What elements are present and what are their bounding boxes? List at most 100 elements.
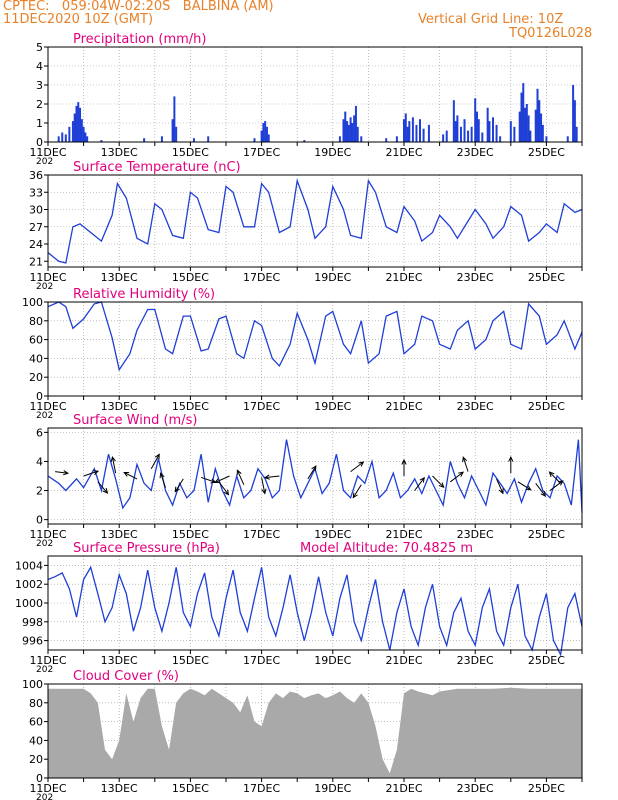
x-tick-label: 17DEC <box>243 528 280 541</box>
series-line <box>47 439 583 513</box>
precip-bar <box>427 124 430 142</box>
x-tick-label: 21DEC <box>385 528 422 541</box>
panel-frame <box>47 46 583 143</box>
y-tick-label: 60 <box>29 334 43 347</box>
panel-frame <box>47 174 583 268</box>
x-tick-label: 25DEC <box>528 654 565 667</box>
x-tick-label: 15DEC <box>172 654 209 667</box>
precip-bar <box>342 119 345 142</box>
y-tick-label: 60 <box>29 716 43 729</box>
precip-bar <box>71 121 74 142</box>
precip-bar <box>534 109 537 142</box>
precip-bar <box>160 136 163 142</box>
wind-arrow <box>449 471 464 483</box>
precip-bar <box>260 130 263 142</box>
wind-arrow-head <box>498 488 504 495</box>
wind-arrow-head <box>352 492 358 499</box>
y-tick-label: 5 <box>36 41 43 54</box>
x-tick-label: 23DEC <box>457 400 494 413</box>
wind-arrow-head <box>263 474 270 480</box>
x-tick-label: 15DEC <box>172 528 209 541</box>
panel-frame <box>47 301 583 397</box>
precip-bar <box>456 115 459 142</box>
x-tick-label: 25DEC <box>528 782 565 795</box>
y-tick-label: 1000 <box>15 597 43 610</box>
precip-bar <box>522 83 525 142</box>
wind-arrow <box>535 482 546 497</box>
precip-bar <box>406 126 409 142</box>
precip-bar <box>267 134 270 142</box>
y-tick-label: 40 <box>29 734 43 747</box>
x-tick-label: 11DEC <box>29 146 66 159</box>
precip-bar <box>509 121 512 142</box>
precip-bar <box>207 136 210 142</box>
wind-arrow <box>160 473 166 488</box>
precip-bar <box>173 96 176 142</box>
x-tick-label: 19DEC <box>314 654 351 667</box>
precip-bar <box>527 115 530 142</box>
wind-arrow-head <box>92 470 100 476</box>
y-tick-label: 996 <box>22 635 43 648</box>
precip-bar <box>303 140 306 142</box>
precip-bar <box>536 88 539 142</box>
wind-arrow <box>236 470 245 485</box>
precip-bar <box>442 134 445 142</box>
precip-bar <box>499 136 502 142</box>
x-tick-label: 13DEC <box>101 271 138 284</box>
precip-bar <box>353 115 356 142</box>
y-tick-label: 2 <box>36 98 43 111</box>
precip-bar <box>349 117 352 142</box>
y-tick-label: 3 <box>36 79 43 92</box>
precip-bar <box>411 117 414 142</box>
x-tick-label: 11DEC <box>29 400 66 413</box>
wind-arrow-head <box>462 456 468 463</box>
wind-arrow <box>111 456 117 474</box>
y-tick-label: 30 <box>29 204 43 217</box>
x-tick-label: 13DEC <box>101 782 138 795</box>
wind-arrow-head <box>236 469 242 476</box>
precip-bar <box>408 121 411 142</box>
wind-arrow-head <box>458 471 464 477</box>
wind-arrow-head <box>401 458 407 465</box>
y-tick-label: 4 <box>36 455 43 468</box>
x-tick-label: 13DEC <box>101 400 138 413</box>
series-line <box>47 301 583 372</box>
x-tick-label: 15DEC <box>172 400 209 413</box>
precip-bar <box>422 128 425 142</box>
panel-title: Surface Wind (m/s) <box>73 413 197 428</box>
y-tick-label: 100 <box>22 296 43 309</box>
precip-bar <box>541 124 544 142</box>
x-tick-label: 13DEC <box>101 528 138 541</box>
precip-bar <box>80 119 83 142</box>
precip-bar <box>495 124 498 142</box>
y-tick-label: 2 <box>36 485 43 498</box>
y-tick-label: 0 <box>36 772 43 785</box>
x-tick-label: 11DEC <box>29 271 66 284</box>
precip-bar <box>566 136 569 142</box>
precip-bar <box>82 126 85 142</box>
wind-arrow <box>496 478 504 494</box>
y-tick-label: 24 <box>29 238 43 251</box>
y-tick-label: 100 <box>22 678 43 691</box>
series-line <box>47 178 583 264</box>
x-tick-label: 17DEC <box>243 782 280 795</box>
y-tick-label: 1004 <box>15 559 43 572</box>
precip-bar <box>415 124 418 142</box>
precip-bar <box>518 111 521 142</box>
precip-bar <box>452 100 455 142</box>
x-tick-label: 23DEC <box>457 782 494 795</box>
panel-annotation: Model Altitude: 70.4825 m <box>300 541 473 556</box>
x-tick-label: 25DEC <box>528 528 565 541</box>
precip-bar <box>360 136 363 142</box>
precip-bar <box>520 92 523 142</box>
wind-arrow-head <box>525 485 532 491</box>
x-tick-label: 17DEC <box>243 654 280 667</box>
wind-arrow-head <box>261 488 267 495</box>
precip-bar <box>445 130 448 142</box>
precip-bar <box>404 113 407 142</box>
x-tick-label: 19DEC <box>314 146 351 159</box>
y-tick-label: 0 <box>36 514 43 527</box>
y-tick-label: 1 <box>36 117 43 130</box>
precip-bar <box>470 126 473 142</box>
y-tick-label: 40 <box>29 352 43 365</box>
